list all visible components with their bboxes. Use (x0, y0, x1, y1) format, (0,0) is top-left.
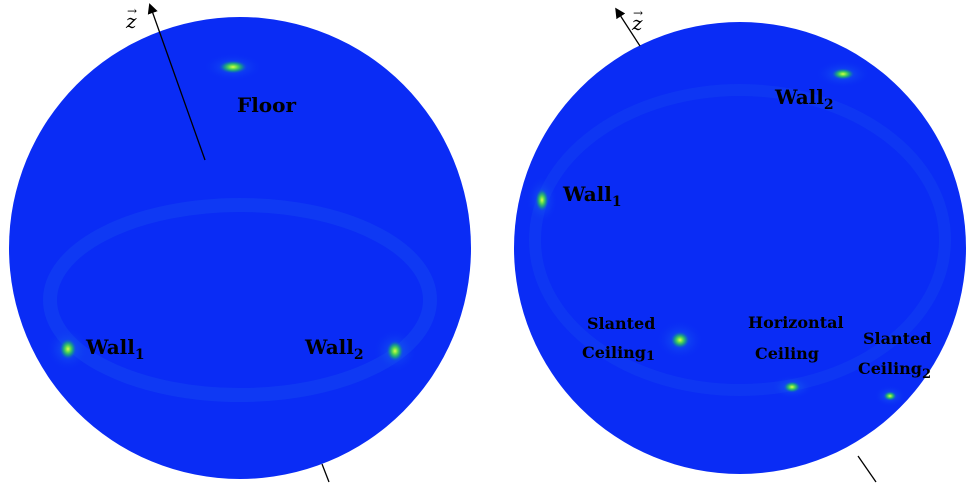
left-label-wall2: Wall2 (304, 335, 364, 363)
left-sphere-disk (9, 17, 471, 479)
right-cluster-wall2 (815, 60, 871, 88)
right-z-axis (615, 7, 641, 47)
right-label-slanted2-line2-text: Ceiling (858, 359, 922, 378)
right-label-slanted1-sub: 1 (646, 349, 655, 364)
right-label-wall2-sub: 2 (824, 97, 834, 113)
right-sphere-disk (514, 22, 966, 474)
right-z-axis-arrow-glyph: → (633, 6, 643, 20)
right-label-wall1: Wall1 (562, 182, 622, 210)
right-label-slanted1-line2: Ceiling1 (582, 343, 655, 364)
left-z-axis-label: z (125, 9, 137, 33)
right-label-wall1-text: Wall (562, 182, 612, 206)
right-cluster-slanted1 (656, 320, 704, 360)
right-label-horizontal-line1: Horizontal (748, 313, 844, 332)
right-cluster-wall1 (526, 176, 558, 224)
left-label-wall2-sub: 2 (354, 347, 364, 363)
left-label-wall1: Wall1 (85, 335, 145, 363)
right-ring-glow (529, 84, 951, 396)
left-cluster-floor (203, 53, 263, 81)
right-label-slanted1-line1: Slanted (587, 314, 655, 333)
left-cluster-wall1 (46, 327, 90, 371)
left-ring-glow (43, 198, 437, 402)
left-z-axis-arrow-glyph: → (127, 4, 137, 18)
right-label-slanted1-line2-text: Ceiling (582, 343, 646, 362)
right-label-wall2-text: Wall (774, 85, 824, 109)
left-label-wall2-text: Wall (304, 335, 354, 359)
right-label-slanted2-line1: Slanted (863, 329, 931, 348)
right-label-horizontal-line2: Ceiling (755, 344, 819, 363)
right-axis-tail (857, 455, 877, 483)
right-label-slanted2-sub: 2 (922, 367, 931, 382)
left-sphere: z → Floor Wall1 Wall2 (9, 3, 471, 483)
right-cluster-horizontal (770, 375, 814, 399)
right-sphere: z → Wall2 Wall1 Slanted Ceiling1 Horizon… (514, 6, 966, 483)
left-axis-tail (321, 463, 330, 483)
right-z-axis-label: z (631, 11, 643, 35)
right-label-slanted2-line2: Ceiling2 (858, 359, 931, 382)
left-label-wall1-text: Wall (85, 335, 135, 359)
left-cluster-wall2 (373, 329, 417, 373)
left-label-floor: Floor (237, 93, 296, 117)
right-label-wall2: Wall2 (774, 85, 834, 113)
right-label-wall1-sub: 1 (612, 194, 622, 210)
right-cluster-slanted2 (874, 385, 906, 407)
left-label-wall1-sub: 1 (135, 347, 145, 363)
left-z-axis (147, 3, 206, 161)
